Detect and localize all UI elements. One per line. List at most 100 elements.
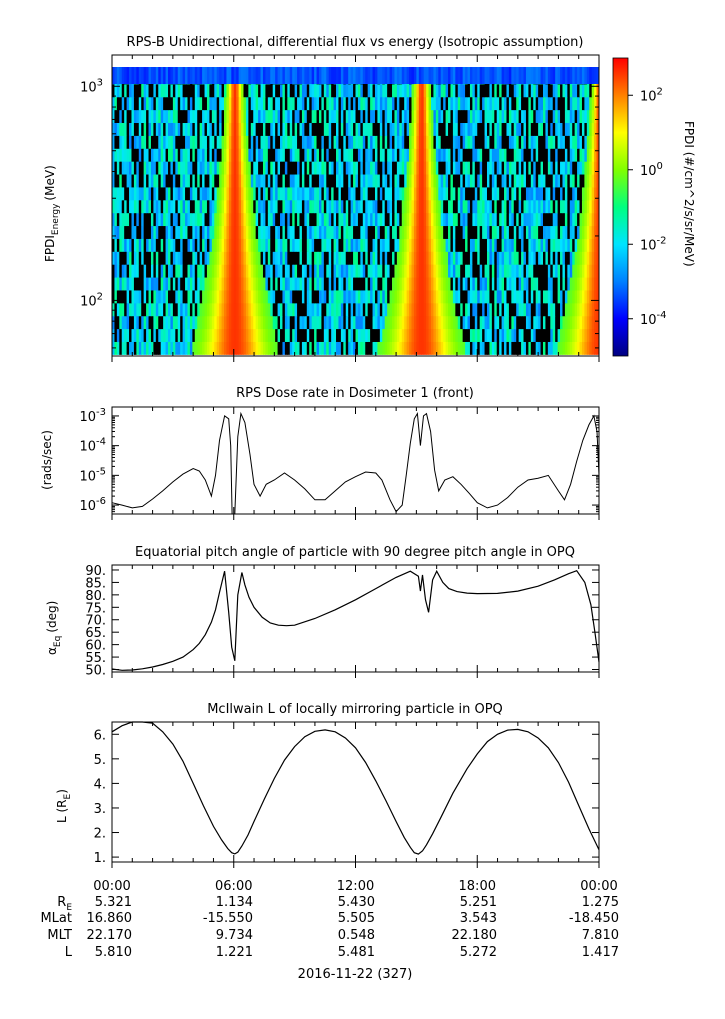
spectrogram-cell [185, 135, 188, 149]
spectrogram-cell [577, 148, 581, 162]
spectrogram-cell [406, 212, 410, 227]
spectrogram-cell [238, 302, 242, 317]
spectrogram-cell [581, 96, 585, 111]
spectrogram-cell [445, 161, 449, 175]
spectrogram-cell [199, 341, 203, 355]
spectrogram-cell [550, 315, 554, 330]
spectrogram-cell [119, 148, 123, 162]
spectrogram-cell [294, 148, 298, 162]
spectrogram-cell [155, 135, 159, 149]
spectrogram-cell [440, 264, 444, 278]
spectrogram-cell [506, 122, 510, 136]
spectrogram-cell [219, 341, 223, 355]
spectrogram-cell [469, 186, 473, 201]
spectrogram-cell [377, 302, 381, 317]
spectrogram-cell [428, 341, 432, 355]
spectrogram-cell [479, 277, 483, 291]
spectrogram-cell [119, 264, 123, 278]
spectrogram-cell [467, 289, 471, 304]
spectrogram-cell [365, 277, 369, 291]
spectrogram-cell [362, 328, 366, 342]
spectrogram-cell [146, 135, 150, 149]
spectrogram-cell [586, 83, 590, 98]
spectrogram-cell [550, 96, 554, 111]
spectrogram-cell [455, 199, 459, 214]
spectrogram-cell [401, 289, 405, 304]
spectrogram-cell [523, 161, 527, 175]
spectrogram-cell [404, 96, 408, 111]
spectrogram-cell [194, 341, 198, 355]
spectrogram-cell [287, 96, 291, 111]
spectrogram-cell [450, 186, 454, 201]
spectrogram-cell [372, 96, 376, 111]
spectrogram-cell [438, 238, 442, 252]
spectrogram-cell [309, 277, 313, 291]
spectrogram-cell [448, 67, 451, 84]
spectrogram-cell [511, 83, 515, 98]
spectrogram-cell [594, 122, 598, 136]
spectrogram-cell [462, 161, 466, 175]
spectrogram-cell [146, 96, 150, 111]
spectrogram-cell [552, 199, 556, 214]
spectrogram-cell [155, 199, 159, 214]
spectrogram-cell [214, 83, 218, 98]
spectrogram-cell [275, 277, 279, 291]
spectrogram-cell [399, 225, 403, 239]
spectrogram-cell [187, 264, 191, 278]
spectrogram-cell [486, 315, 490, 330]
spectrogram-cell [547, 96, 551, 111]
spectrogram-cell [392, 328, 395, 342]
spectrogram-cell [153, 122, 157, 136]
spectrogram-cell [435, 199, 439, 214]
spectrogram-cell [589, 277, 593, 291]
spectrogram-cell [284, 238, 288, 252]
spectrogram-cell [421, 67, 425, 84]
spectrogram-cell [158, 186, 162, 201]
spectrogram-cell [525, 109, 529, 124]
spectrogram-cell [472, 289, 476, 304]
spectrogram-cell [530, 96, 534, 111]
spectrogram-cell [180, 225, 184, 239]
spectrogram-cell [579, 341, 583, 355]
spectrogram-cell [504, 148, 507, 162]
spectrogram-cell [353, 148, 356, 162]
spectrogram-cell [155, 161, 159, 175]
spectrogram-cell [116, 315, 120, 330]
spectrogram-cell [114, 122, 118, 136]
spectrogram-cell [462, 83, 466, 98]
spectrogram-cell [165, 251, 169, 265]
y-tick-label-exponent: 3 [97, 77, 103, 88]
spectrogram-cell [236, 135, 240, 149]
spectrogram-cell [555, 225, 559, 239]
spectrogram-panel: RPS-B Unidirectional, differential flux … [43, 35, 696, 362]
spectrogram-cell [311, 135, 315, 149]
spectrogram-cell [486, 212, 490, 227]
spectrogram-cell [491, 212, 495, 227]
spectrogram-cell [306, 83, 310, 98]
spectrogram-cell [209, 161, 213, 175]
spectrogram-cell [528, 199, 532, 214]
spectrogram-cell [496, 67, 500, 84]
spectrogram-cell [126, 174, 130, 188]
spectrogram-cell [399, 109, 403, 124]
spectrogram-cell [564, 135, 568, 149]
spectrogram-cell [318, 186, 322, 201]
spectrogram-cell [160, 67, 164, 84]
spectrogram-cell [379, 302, 383, 317]
spectrogram-cell [294, 96, 298, 111]
spectrogram-cell [428, 83, 432, 98]
spectrogram-cell [182, 302, 186, 317]
spectrogram-cell [311, 302, 315, 317]
spectrogram-cell [564, 212, 568, 227]
spectrogram-cell [540, 122, 544, 136]
spectrogram-cell [158, 277, 162, 291]
spectrogram-cell [321, 161, 325, 175]
spectrogram-cell [360, 225, 364, 239]
spectrogram-cell [243, 96, 247, 111]
spectrogram-cell [155, 328, 159, 342]
spectrogram-cell [577, 67, 581, 84]
spectrogram-cell [204, 199, 208, 214]
spectrogram-cell [180, 186, 184, 201]
spectrogram-cell [401, 67, 405, 84]
spectrogram-cell [163, 328, 167, 342]
